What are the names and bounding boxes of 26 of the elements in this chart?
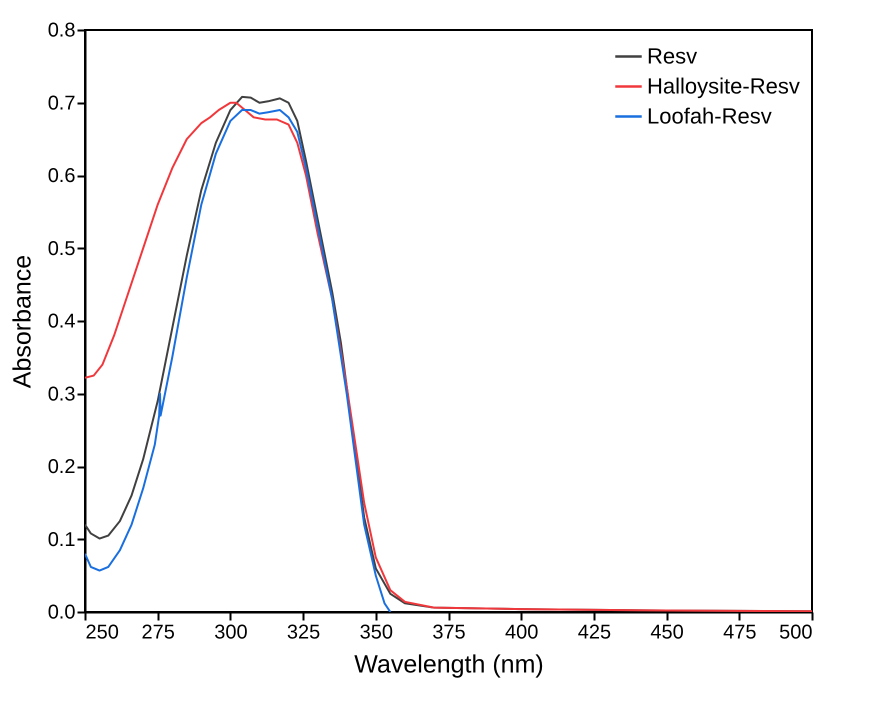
legend-label: Resv (647, 44, 698, 68)
x-tick-label: 250 (86, 622, 119, 644)
line-series (85, 109, 392, 612)
x-tick-label: 325 (286, 622, 320, 644)
x-axis-title: Wavelength (nm) (354, 650, 544, 678)
y-tick-label: 0.3 (48, 383, 76, 406)
legend-label: Halloysite-Resv (647, 74, 800, 98)
x-tick-label: 475 (723, 622, 756, 644)
x-tick-label: 375 (432, 622, 466, 644)
y-tick-label: 0.4 (48, 310, 76, 332)
y-tick-label: 0.5 (48, 238, 76, 260)
x-tick-label: 450 (650, 622, 684, 644)
y-tick-label: 0.0 (48, 602, 76, 624)
x-tick-label: 400 (505, 622, 538, 644)
x-tick-label: 300 (214, 622, 248, 644)
y-tick-label: 0.2 (48, 456, 76, 478)
y-tick-label: 0.1 (48, 528, 76, 551)
y-axis-title: Absorbance (8, 254, 37, 388)
y-tick-label: 0.6 (48, 165, 76, 187)
y-tick-label: 0.7 (48, 92, 76, 114)
x-tick-label: 425 (578, 622, 612, 644)
x-tick-label: 500 (779, 622, 812, 644)
legend-label: Loofah-Resv (647, 104, 772, 128)
y-tick-label: 0.8 (48, 20, 76, 42)
x-tick-label: 350 (360, 622, 393, 644)
x-tick-label: 275 (142, 622, 175, 644)
